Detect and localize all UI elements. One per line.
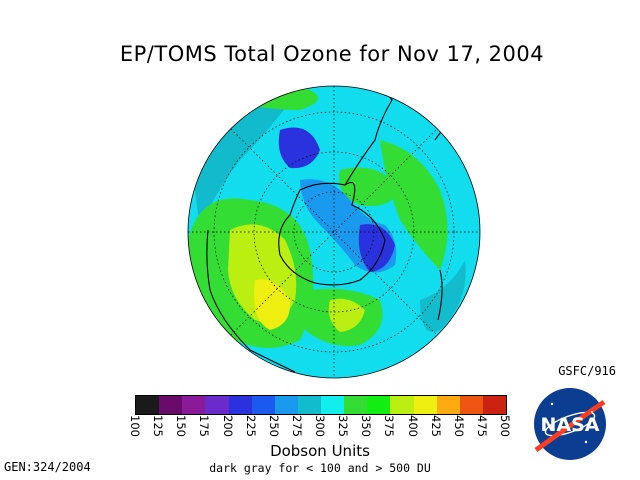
colorbar-swatch (274, 396, 298, 414)
colorbar-swatch (436, 396, 460, 414)
colorbar-tick-label: 250 (266, 415, 281, 437)
colorbar-units: Dobson Units (270, 442, 370, 460)
colorbar-tick-label: 325 (336, 415, 351, 437)
nasa-meatball-logo-icon: NASA (534, 388, 606, 460)
page-title: EP/TOMS Total Ozone for Nov 17, 2004 (119, 42, 545, 66)
colorbar-tick-label: 300 (313, 415, 327, 437)
colorbar-swatch (159, 396, 183, 414)
colorbar-tick-label: 375 (382, 415, 397, 437)
colorbar-swatch (251, 396, 275, 414)
colorbar-tick-label: 400 (405, 415, 420, 437)
colorbar-tick-label: 500 (498, 415, 512, 437)
colorbar-tick-label: 275 (289, 415, 304, 437)
colorbar-tick-label: 225 (243, 415, 258, 437)
colorbar-swatch (136, 396, 160, 414)
colorbar-swatch (205, 396, 229, 414)
colorbar-swatch (459, 396, 483, 414)
colorbar-swatch (367, 396, 391, 414)
colorbar-tick-label: 350 (359, 415, 374, 437)
colorbar-tick-label: 100 (128, 415, 142, 437)
colorbar-tick-label: 175 (197, 415, 212, 437)
colorbar-note: dark gray for < 100 and > 500 DU (209, 461, 431, 475)
colorbar-swatch (413, 396, 437, 414)
colorbar-tick-label: 125 (151, 415, 166, 437)
colorbar-swatch (482, 396, 506, 414)
colorbar-tick-label: 425 (428, 415, 443, 437)
colorbar-tick-label: 200 (220, 415, 235, 437)
graticule (188, 86, 480, 378)
credit-label: GSFC/916 (558, 364, 616, 378)
colorbar (135, 395, 507, 415)
nasa-logo-text: NASA (541, 414, 600, 436)
colorbar-swatch (390, 396, 414, 414)
colorbar-tick-label: 450 (451, 415, 466, 437)
colorbar-swatch (297, 396, 321, 414)
colorbar-swatch (344, 396, 368, 414)
generation-label: GEN:324/2004 (4, 460, 91, 474)
colorbar-tick-label: 475 (474, 415, 489, 437)
globe-outline (187, 85, 481, 379)
colorbar-tick-label: 150 (174, 415, 189, 437)
colorbar-swatch (228, 396, 252, 414)
colorbar-swatch (182, 396, 206, 414)
colorbar-swatch (321, 396, 345, 414)
